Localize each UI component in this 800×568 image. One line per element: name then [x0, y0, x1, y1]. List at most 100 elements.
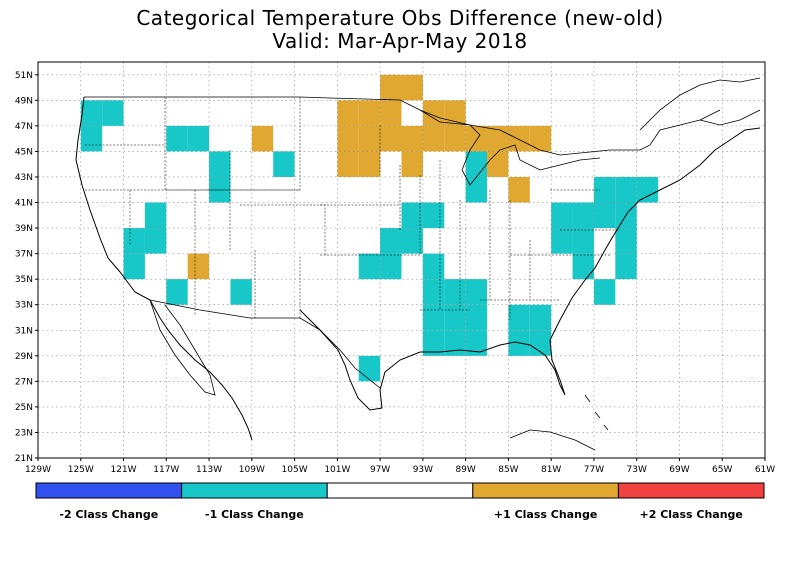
anomaly-cell-minus1	[465, 176, 488, 203]
anomaly-cell-plus1	[508, 125, 530, 152]
lon-tick-label: 121W	[110, 465, 136, 475]
anomaly-cell-minus1	[123, 228, 145, 254]
lon-tick-label: 97W	[370, 465, 390, 475]
anomaly-cell-plus1	[358, 125, 381, 152]
anomaly-cell-plus1	[444, 100, 466, 126]
anomaly-cell-plus1	[337, 100, 359, 126]
anomaly-cell-plus1	[337, 151, 359, 177]
anomaly-cell-minus1	[209, 151, 231, 177]
legend-swatch-minus1	[181, 482, 328, 499]
lat-tick-label: 43N	[15, 173, 33, 183]
anomaly-cell-minus1	[593, 202, 616, 229]
anomaly-cell-minus1	[551, 228, 573, 254]
anomaly-cell-plus1	[380, 100, 402, 126]
anomaly-cell-plus1	[487, 125, 509, 152]
anomaly-cell-plus1	[422, 100, 445, 126]
anomaly-cell-minus1	[401, 202, 423, 229]
lat-tick-label: 33N	[15, 301, 33, 311]
anomaly-cell-minus1	[358, 355, 381, 382]
legend-swatch-plus2	[617, 482, 765, 499]
lon-tick-label: 77W	[584, 465, 604, 475]
anomaly-cell-minus1	[80, 125, 103, 152]
lon-tick-label: 61W	[755, 465, 775, 475]
lon-tick-label: 105W	[282, 465, 308, 475]
lat-tick-label: 21N	[15, 454, 33, 464]
anomaly-cell-minus1	[166, 279, 188, 305]
anomaly-cell-minus1	[465, 151, 488, 177]
anomaly-cell-plus1	[401, 125, 423, 152]
anomaly-cell-plus1	[401, 74, 423, 101]
anomaly-cell-minus1	[529, 304, 552, 331]
legend-label: -1 Class Change	[205, 508, 304, 521]
great-lakes	[419, 109, 601, 186]
anomaly-cell-minus1	[422, 253, 445, 280]
anomaly-cell-minus1	[572, 253, 594, 280]
lon-tick-label: 89W	[455, 465, 475, 475]
baja-outline	[149, 299, 216, 396]
canada-coast	[639, 77, 761, 131]
legend-label: +1 Class Change	[494, 508, 597, 521]
axis-tick-labels: 21N 23N 25N 27N 29N 31N 33N 35N 37N 39N 41N 43N 45N 4…	[15, 71, 775, 475]
legend-swatch-plus1	[472, 482, 619, 499]
anomaly-cell-plus1	[508, 176, 530, 203]
anomaly-cell-minus1	[593, 176, 616, 203]
anomaly-cell-minus1	[230, 279, 252, 305]
anomaly-cell-plus1	[380, 125, 402, 152]
anomaly-cell-minus1	[144, 228, 167, 254]
lat-tick-label: 51N	[15, 71, 33, 81]
anomaly-cells	[80, 74, 659, 382]
map-border	[37, 61, 766, 459]
anomaly-cell-minus1	[422, 202, 445, 229]
anomaly-cell-minus1	[615, 176, 637, 203]
anomaly-cell-minus1	[465, 330, 488, 356]
lat-tick-label: 29N	[15, 352, 33, 362]
lon-tick-label: 117W	[153, 465, 179, 475]
lat-tick-label: 39N	[15, 224, 33, 234]
anomaly-cell-minus1	[465, 304, 488, 331]
legend-swatch-zero	[326, 482, 474, 499]
anomaly-cell-plus1	[187, 253, 210, 280]
coastline-east	[549, 127, 761, 341]
bahamas-outline	[584, 394, 609, 431]
canada-us-border	[84, 96, 721, 156]
anomaly-cell-plus1	[337, 125, 359, 152]
lat-tick-label: 41N	[15, 199, 33, 209]
anomaly-cell-plus1	[465, 125, 488, 152]
coastline-gulf	[299, 309, 566, 411]
lon-tick-label: 65W	[712, 465, 732, 475]
anomaly-cell-plus1	[401, 151, 423, 177]
anomaly-cell-minus1	[80, 100, 103, 126]
lon-tick-label: 129W	[25, 465, 51, 475]
lon-tick-label: 69W	[669, 465, 689, 475]
lat-tick-label: 23N	[15, 428, 33, 438]
lon-tick-label: 109W	[239, 465, 265, 475]
anomaly-cell-minus1	[401, 228, 423, 254]
lon-tick-label: 73W	[627, 465, 647, 475]
lon-tick-label: 101W	[324, 465, 350, 475]
anomaly-cell-minus1	[551, 202, 573, 229]
lat-tick-label: 45N	[15, 147, 33, 157]
anomaly-cell-minus1	[422, 279, 445, 305]
anomaly-cell-minus1	[123, 253, 145, 280]
lon-tick-label: 81W	[541, 465, 561, 475]
lat-tick-label: 37N	[15, 250, 33, 260]
anomaly-cell-minus1	[572, 202, 594, 229]
anomaly-cell-minus1	[422, 330, 445, 356]
anomaly-cell-minus1	[529, 330, 552, 356]
anomaly-cell-minus1	[380, 228, 402, 254]
lat-tick-label: 31N	[15, 326, 33, 336]
legend: -2 Class Change -1 Class Change +1 Class C…	[35, 482, 765, 521]
anomaly-cell-minus1	[422, 304, 445, 331]
lon-tick-label: 85W	[498, 465, 518, 475]
anomaly-cell-plus1	[444, 125, 466, 152]
anomaly-cell-minus1	[187, 125, 210, 152]
anomaly-cell-minus1	[593, 279, 616, 305]
anomaly-cell-minus1	[444, 279, 466, 305]
anomaly-cell-minus1	[102, 100, 124, 126]
lon-tick-label: 113W	[196, 465, 222, 475]
coastline-west	[75, 96, 253, 441]
lat-tick-label: 25N	[15, 403, 33, 413]
anomaly-cell-minus1	[615, 228, 637, 254]
anomaly-cell-minus1	[572, 228, 594, 254]
